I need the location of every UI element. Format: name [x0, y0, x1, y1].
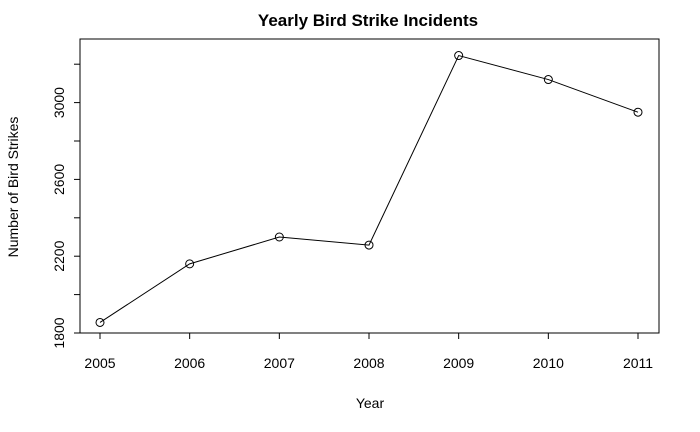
data-point: [364, 240, 374, 250]
series-line: [99, 54, 639, 323]
x-tick-label: 2011: [623, 355, 653, 371]
x-tick-label: 2007: [264, 355, 295, 371]
x-axis-label: Year: [356, 395, 385, 411]
x-tick-label: 2009: [443, 355, 474, 371]
data-point: [95, 317, 105, 327]
x-tick-label: 2008: [353, 355, 384, 371]
data-point: [633, 107, 643, 117]
data-point: [454, 51, 464, 61]
data-point: [185, 259, 195, 269]
y-tick-label: 3000: [51, 87, 67, 118]
y-tick-label: 2200: [51, 240, 67, 271]
x-tick-label: 2005: [84, 355, 115, 371]
series-group: [95, 51, 643, 327]
chart-title: Yearly Bird Strike Incidents: [258, 11, 478, 30]
x-tick-label: 2010: [533, 355, 564, 371]
data-point: [274, 232, 284, 242]
y-tick-label: 1800: [51, 317, 67, 348]
y-axis: 1800 2200 2600 3000: [51, 63, 80, 349]
x-axis: 2005 2006 2007 2008 2009 2010 2011: [84, 332, 653, 371]
x-tick-label: 2006: [174, 355, 205, 371]
y-axis-label: Number of Bird Strikes: [5, 117, 21, 258]
data-point: [543, 75, 553, 85]
plot-frame: [79, 38, 660, 334]
y-tick-label: 2600: [51, 164, 67, 195]
